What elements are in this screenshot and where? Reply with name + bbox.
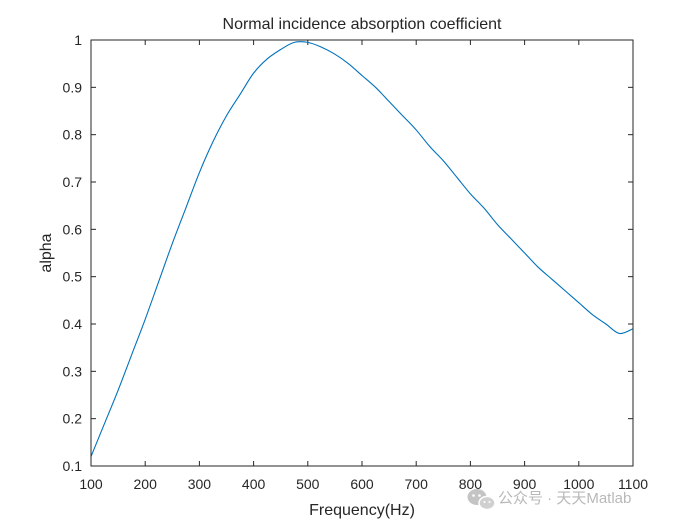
x-tick-label: 1000 — [563, 476, 594, 492]
series-line-absorption — [90, 41, 634, 457]
x-tick-label: 900 — [513, 476, 537, 492]
x-tick-label: 1100 — [618, 476, 648, 492]
x-tick-label: 800 — [459, 476, 483, 492]
y-tick-label: 0.3 — [63, 363, 83, 379]
y-tick-label: 0.8 — [63, 127, 83, 143]
y-axis-label: alpha — [38, 233, 55, 272]
x-tick-label: 200 — [134, 476, 158, 492]
chart-title: Normal incidence absorption coefficient — [223, 16, 503, 33]
y-tick-label: 0.7 — [63, 174, 83, 190]
watermark: 公众号 · 天天Matlab — [467, 489, 631, 511]
x-tick-labels: 100 200 300 400 500 600 700 800 900 1000 1100 — [79, 476, 648, 492]
axes-box — [90, 39, 634, 467]
y-tick-label: 0.2 — [63, 411, 83, 427]
wechat-icon — [467, 489, 496, 511]
x-tick-label: 500 — [296, 476, 320, 492]
y-tick-labels: 0.1 0.2 0.3 0.4 0.5 0.6 0.7 0.8 0.9 1 — [63, 32, 83, 474]
y-tick-label: 0.1 — [63, 458, 83, 474]
y-tick-label: 0.6 — [63, 221, 83, 237]
y-tick-label: 0.5 — [63, 269, 83, 285]
watermark-text: 公众号 · 天天Matlab — [498, 490, 631, 507]
y-tick-label: 1 — [74, 32, 82, 48]
y-tick-label: 0.9 — [63, 79, 83, 95]
plot-area — [91, 40, 633, 466]
x-tick-label: 600 — [350, 476, 374, 492]
x-tick-label: 700 — [405, 476, 429, 492]
y-tick-label: 0.4 — [63, 316, 83, 332]
x-axis-label: Frequency(Hz) — [309, 502, 415, 519]
x-tick-label: 300 — [188, 476, 212, 492]
x-tick-label: 400 — [242, 476, 266, 492]
x-tick-label: 100 — [79, 476, 103, 492]
